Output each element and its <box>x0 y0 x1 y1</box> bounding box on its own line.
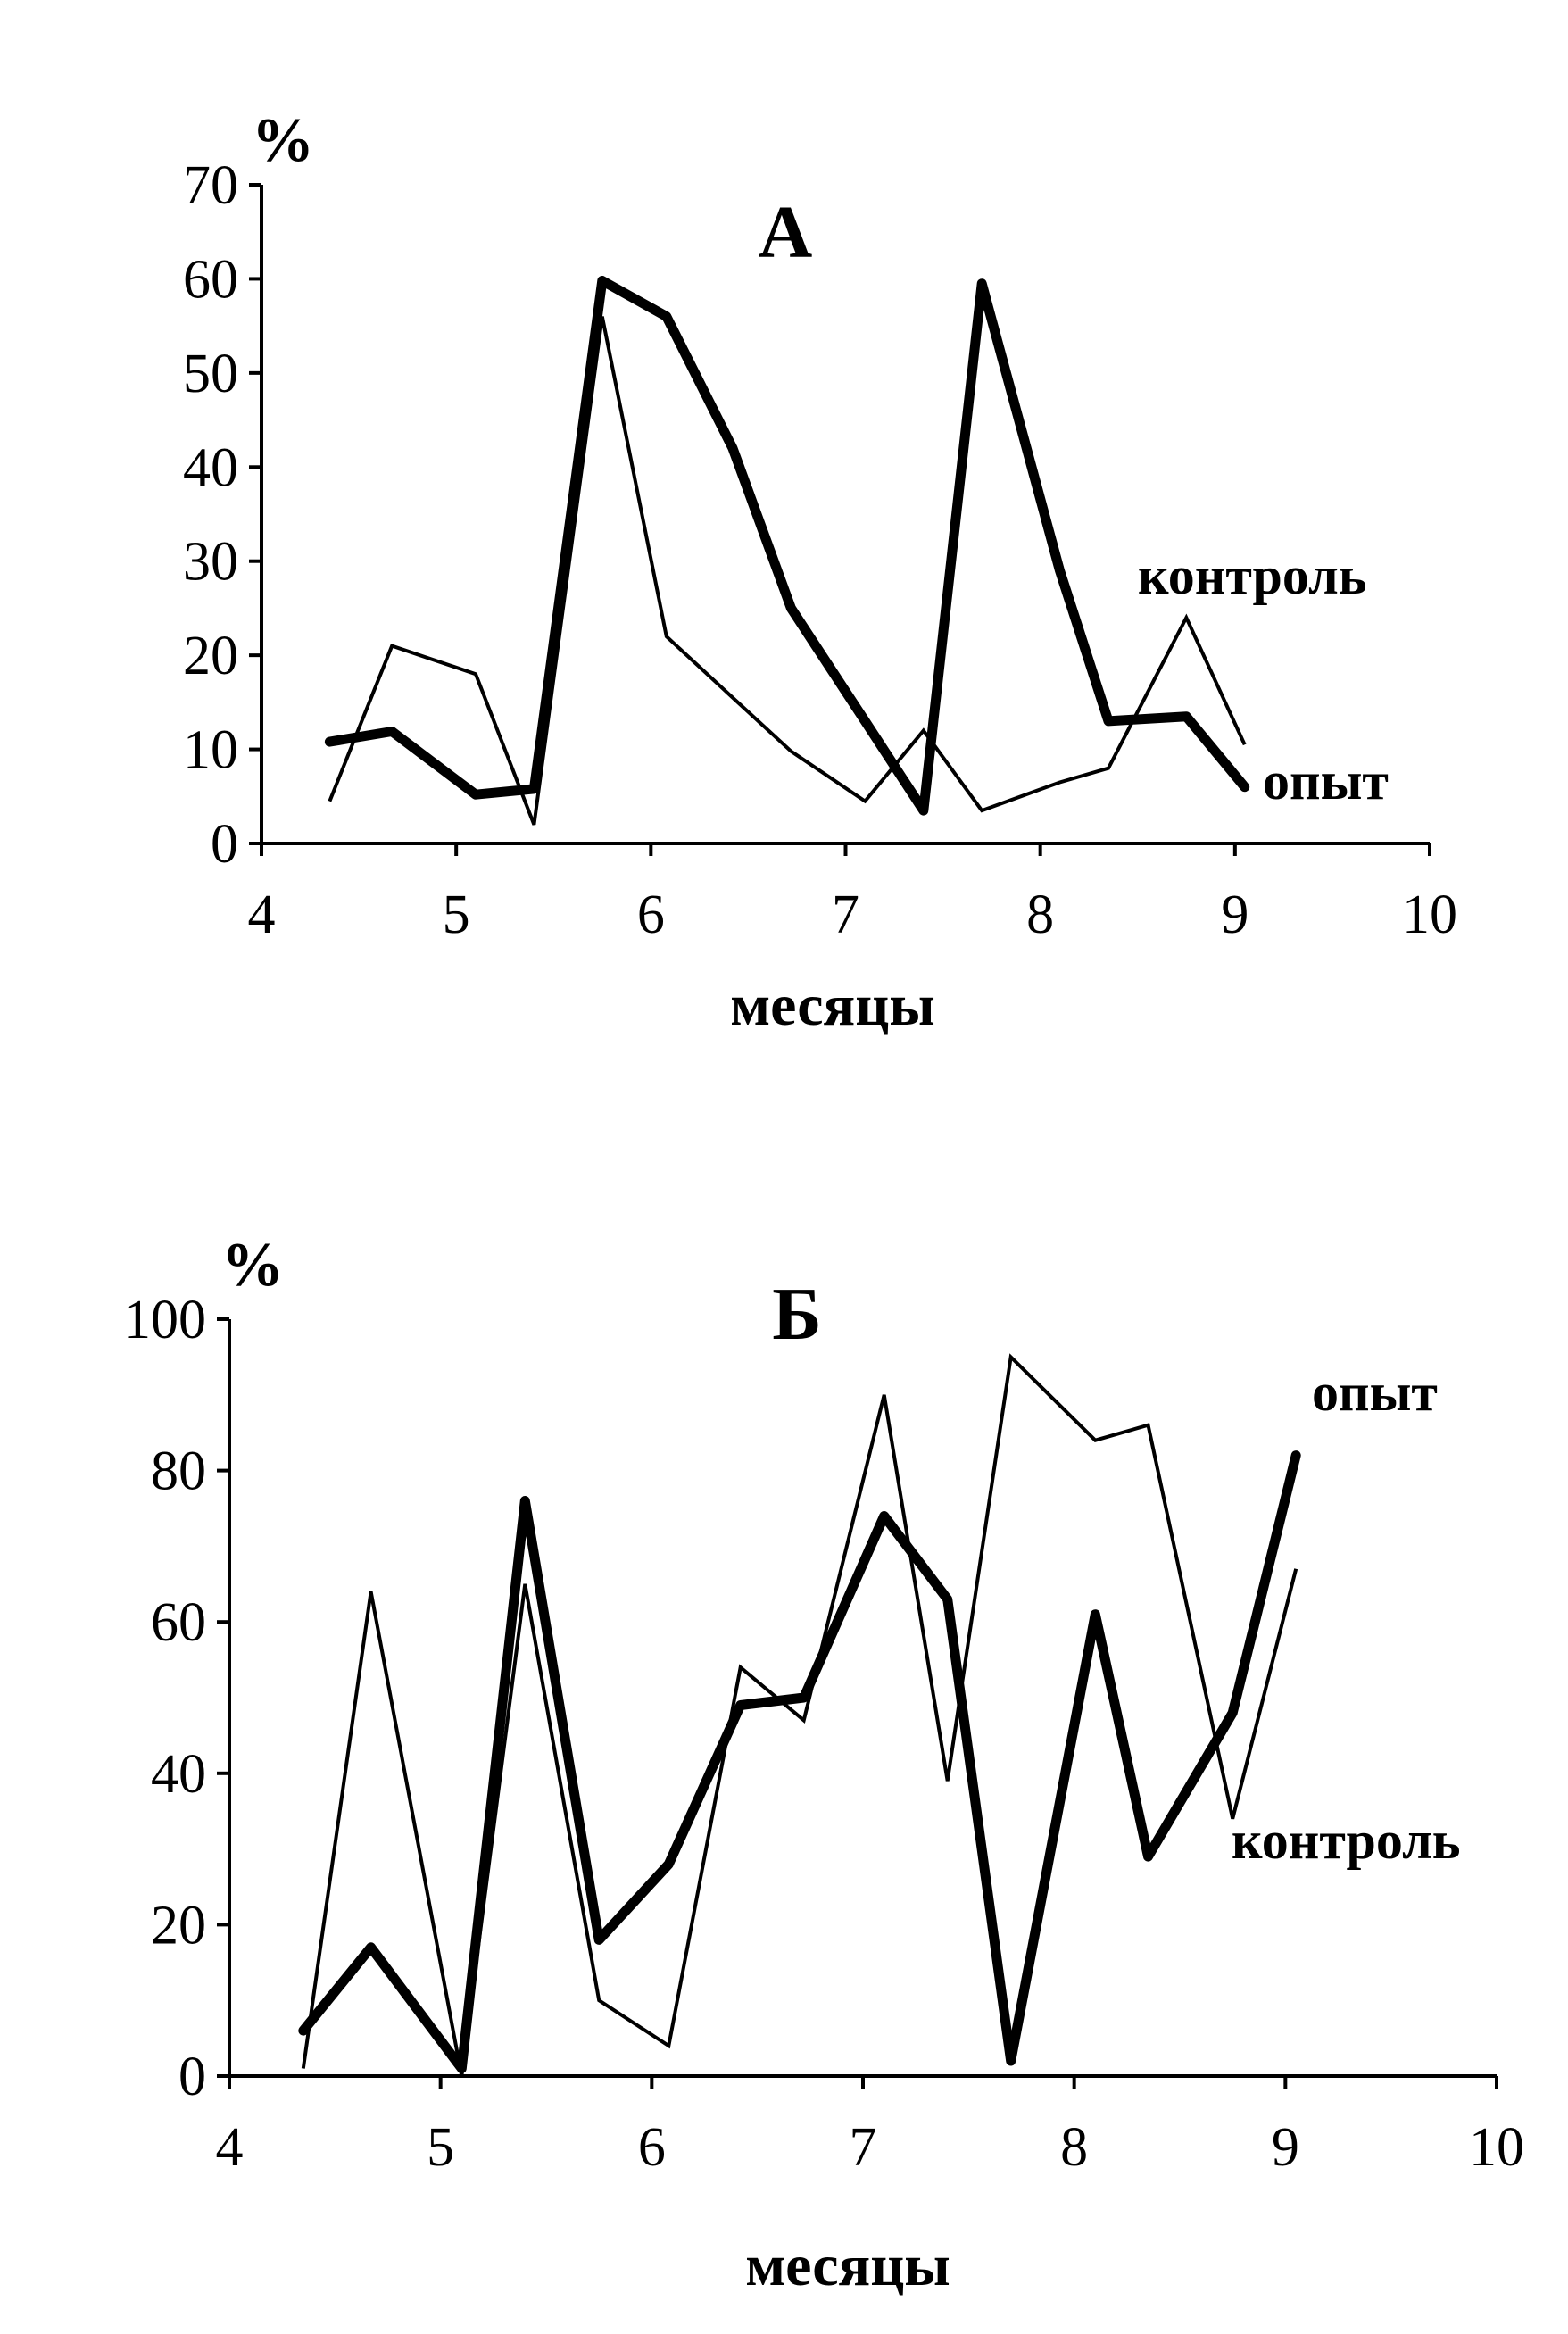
x-axis-ticks-a: 4 5 6 7 8 9 10 <box>248 843 1457 945</box>
y-tick-label: 80 <box>151 1441 206 1502</box>
chart-panel-b: % Б 0 20 40 60 80 100 4 5 6 7 8 9 10 месяцы опыт ко… <box>123 1231 1524 2298</box>
x-tick-label: 8 <box>1060 2117 1088 2178</box>
x-tick-label: 4 <box>216 2117 244 2178</box>
x-tick-label: 9 <box>1221 885 1249 945</box>
y-tick-label: 60 <box>183 249 238 310</box>
y-tick-label: 60 <box>151 1592 206 1653</box>
y-tick-label: 40 <box>183 437 238 498</box>
y-axis-ticks-b: 0 20 40 60 80 100 <box>123 1290 229 2107</box>
y-axis-ticks-a: 0 10 20 30 40 50 60 70 <box>183 155 261 875</box>
x-tick-label: 9 <box>1272 2117 1299 2178</box>
x-tick-label: 6 <box>638 2117 666 2178</box>
y-tick-label: 0 <box>178 2047 206 2107</box>
y-tick-label: 20 <box>183 626 238 686</box>
y-tick-label: 20 <box>151 1895 206 1956</box>
x-tick-label: 5 <box>427 2117 454 2178</box>
y-tick-label: 70 <box>183 155 238 216</box>
x-tick-label: 10 <box>1402 885 1457 945</box>
series-line-experiment-b <box>298 1450 1301 2073</box>
x-axis-label-b: месяцы <box>745 2233 950 2298</box>
x-tick-label: 7 <box>832 885 859 945</box>
x-tick-label: 4 <box>248 885 276 945</box>
y-tick-label: 100 <box>123 1290 206 1350</box>
y-tick-label: 40 <box>151 1744 206 1805</box>
x-axis-ticks-b: 4 5 6 7 8 9 10 <box>216 2076 1524 2178</box>
chart-panel-a: % А 0 10 20 30 40 50 60 70 4 5 6 7 8 9 10 месяцы конт… <box>183 106 1457 1038</box>
y-tick-label: 30 <box>183 532 238 593</box>
series-label-control-b: контроль <box>1232 1811 1461 1870</box>
y-unit-label-b: % <box>221 1231 284 1300</box>
x-tick-label: 7 <box>850 2117 877 2178</box>
y-unit-label-a: % <box>252 106 314 175</box>
series-line-control-a <box>328 316 1247 826</box>
x-tick-label: 10 <box>1469 2117 1524 2178</box>
y-tick-label: 0 <box>211 814 238 875</box>
series-line-control-b <box>301 1353 1298 2077</box>
y-tick-label: 10 <box>183 720 238 781</box>
x-axis-label-a: месяцы <box>730 973 935 1038</box>
series-line-experiment-a <box>324 276 1250 816</box>
series-label-experiment-b: опыт <box>1312 1363 1438 1422</box>
series-label-experiment-a: опыт <box>1263 752 1389 810</box>
x-tick-label: 5 <box>443 885 470 945</box>
series-label-control-a: контроль <box>1138 546 1367 605</box>
chart-title-b: Б <box>772 1273 822 1356</box>
y-tick-label: 50 <box>183 344 238 404</box>
x-tick-label: 8 <box>1026 885 1054 945</box>
chart-title-a: А <box>759 191 813 274</box>
x-tick-label: 6 <box>637 885 665 945</box>
